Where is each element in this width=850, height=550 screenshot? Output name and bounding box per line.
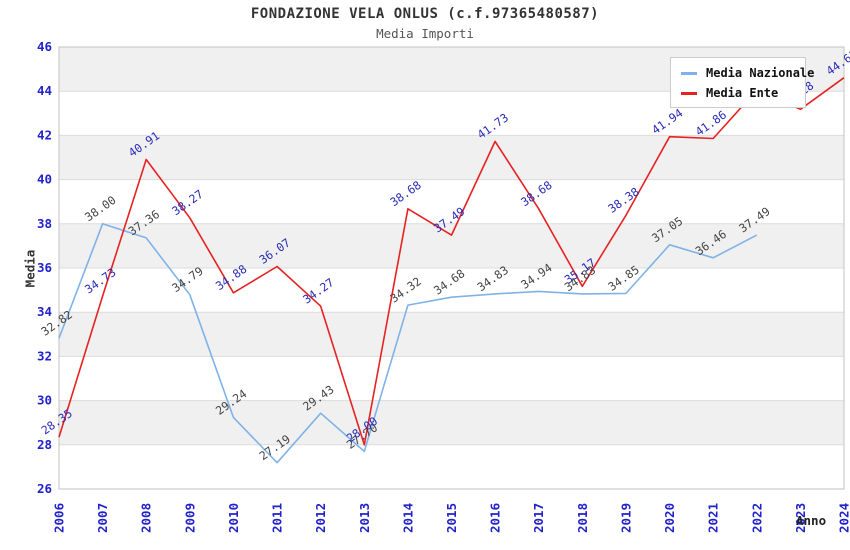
- legend-item-media-nazionale: Media Nazionale: [671, 63, 814, 83]
- data-label: 34.73: [82, 265, 118, 296]
- x-tick-label: 2017: [531, 503, 546, 533]
- plot-border: [58, 46, 845, 490]
- plot-band: [59, 312, 844, 357]
- y-tick-label: 38: [37, 216, 52, 231]
- x-tick-label: 2009: [182, 503, 197, 533]
- y-tick-label: 34: [37, 304, 52, 319]
- plot-band: [59, 400, 844, 445]
- media-ente-swatch-icon: [681, 91, 697, 95]
- x-tick-label: 2012: [313, 503, 328, 533]
- x-tick-label: 2021: [706, 503, 721, 533]
- y-tick-label: 42: [37, 127, 52, 142]
- data-label: 38.68: [387, 178, 423, 209]
- legend-box: Media Nazionale Media Ente: [670, 57, 814, 108]
- data-label: 34.32: [387, 274, 423, 305]
- y-tick-label: 26: [37, 481, 52, 496]
- y-tick-label: 44: [37, 83, 52, 98]
- x-axis-title: Anno: [796, 513, 827, 528]
- plot-band: [59, 223, 844, 268]
- series-line-media-ente: [58, 77, 845, 446]
- x-tick-label: 2019: [618, 503, 633, 533]
- y-tick-label: 32: [37, 348, 52, 363]
- x-tick-label: 2024: [837, 503, 850, 533]
- x-tick-label: 2006: [52, 503, 67, 533]
- x-tick-label: 2023: [793, 503, 808, 533]
- y-tick-label: 28: [37, 437, 52, 452]
- y-tick-label: 36: [37, 260, 52, 275]
- x-tick-label: 2022: [749, 503, 764, 533]
- data-label: 41.94: [649, 106, 685, 137]
- series-line-media-nazionale: [58, 223, 758, 464]
- media-nazionale-swatch-icon: [681, 71, 697, 75]
- x-tick-label: 2016: [488, 503, 503, 533]
- x-tick-label: 2008: [139, 503, 154, 533]
- x-tick-label: 2013: [357, 503, 372, 533]
- y-tick-label: 46: [37, 39, 52, 54]
- legend-label: Media Ente: [706, 86, 779, 100]
- y-tick-label: 30: [37, 393, 52, 408]
- data-label: 38.00: [82, 193, 118, 224]
- chart-subtitle: Media Importi: [376, 26, 474, 41]
- data-label: 34.68: [431, 266, 467, 297]
- x-tick-label: 2015: [444, 503, 459, 533]
- x-tick-label: 2020: [662, 503, 677, 533]
- x-tick-label: 2011: [270, 503, 285, 533]
- legend-label: Media Nazionale: [706, 66, 815, 80]
- y-tick-label: 40: [37, 172, 52, 187]
- data-label: 41.86: [693, 108, 729, 139]
- x-tick-label: 2007: [95, 503, 110, 533]
- data-label: 38.38: [605, 184, 641, 215]
- data-label: 34.27: [300, 275, 336, 306]
- plot-band: [59, 135, 844, 180]
- x-tick-label: 2014: [400, 503, 415, 533]
- x-tick-label: 2010: [226, 503, 241, 533]
- chart-title: FONDAZIONE VELA ONLUS (c.f.97365480587): [250, 6, 600, 22]
- x-tick-label: 2018: [575, 503, 590, 533]
- legend-item-media-ente: Media Ente: [671, 83, 805, 103]
